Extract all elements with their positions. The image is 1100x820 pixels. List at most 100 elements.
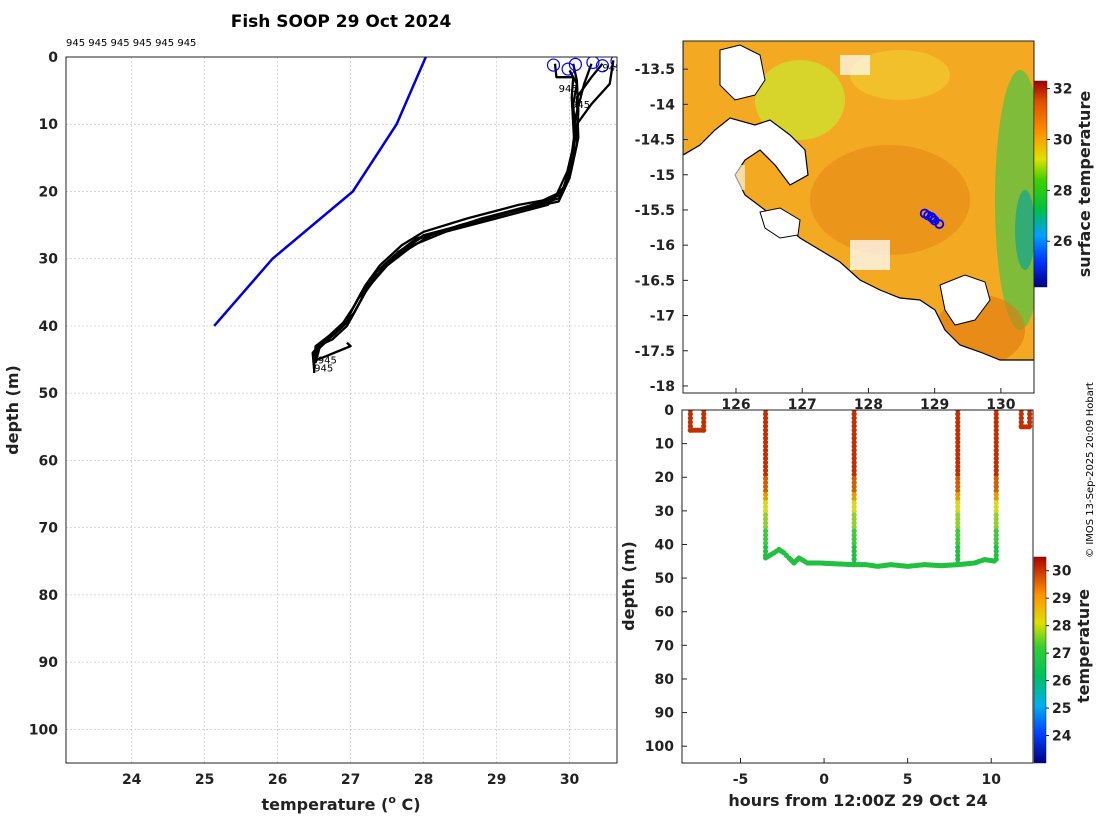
timeseries-cast-point bbox=[851, 512, 857, 518]
timeseries-cast-point bbox=[955, 463, 961, 470]
vessel-track bbox=[919, 208, 945, 229]
timeseries-cast-point bbox=[955, 447, 961, 453]
timeseries-cast-point bbox=[993, 427, 999, 433]
timeseries-cast-point bbox=[993, 415, 999, 421]
timeseries-cast-point bbox=[762, 467, 769, 474]
timeseries-cast-point bbox=[762, 431, 769, 437]
timeseries-cast-point bbox=[993, 443, 999, 449]
profile-start-marker bbox=[568, 57, 583, 71]
timeseries-cast-point bbox=[687, 419, 693, 425]
timeseries-cast-point bbox=[762, 512, 769, 518]
timeseries-axes-frame bbox=[681, 409, 1034, 764]
timeseries-cast-point bbox=[762, 548, 769, 554]
timeseries-cast-point bbox=[762, 500, 769, 506]
profile-inline-label: 945 bbox=[559, 84, 578, 95]
map-y-tick-label: -17 bbox=[650, 309, 675, 325]
timeseries-colorbar-tick-label: 24 bbox=[1052, 729, 1072, 745]
timeseries-cast-point bbox=[762, 508, 769, 514]
timeseries-cast-point bbox=[851, 431, 857, 437]
timeseries-cast-point bbox=[762, 480, 769, 486]
timeseries-y-tick-label: 70 bbox=[655, 638, 675, 654]
coastline bbox=[683, 41, 1034, 361]
profile-start-marker bbox=[595, 59, 610, 73]
timeseries-cast-point bbox=[762, 451, 769, 457]
sst-cool-patch bbox=[755, 60, 845, 140]
timeseries-cast-point bbox=[955, 520, 961, 526]
timeseries-cast-point bbox=[993, 540, 999, 546]
map-y-tick-label: -16 bbox=[650, 238, 675, 254]
profile-line bbox=[314, 60, 615, 364]
timeseries-cast-point bbox=[955, 548, 961, 554]
profile-x-label-superscript: o bbox=[388, 793, 396, 806]
profile-line bbox=[313, 63, 593, 364]
timeseries-cast-point bbox=[851, 480, 857, 486]
timeseries-cast-point bbox=[762, 488, 769, 494]
map-y-tick-label: -18 bbox=[650, 379, 675, 395]
timeseries-cast-point bbox=[1026, 424, 1032, 430]
profile-y-ticks: 0 10 20 30 40 50 60 70 80 90 100 bbox=[29, 50, 58, 738]
profile-y-tick-label: 60 bbox=[39, 453, 59, 469]
vessel-position-marker bbox=[927, 213, 938, 224]
profile-y-tick-label: 100 bbox=[29, 722, 58, 738]
timeseries-colorbar-tick-label: 25 bbox=[1052, 701, 1071, 717]
timeseries-cast-point bbox=[955, 411, 961, 417]
timeseries-cast-point bbox=[993, 524, 999, 530]
timeseries-x-tick-label: -5 bbox=[733, 772, 749, 788]
map-x-tick-label: 129 bbox=[920, 397, 949, 413]
timeseries-cast-point bbox=[701, 415, 707, 421]
timeseries-cast-point bbox=[762, 528, 769, 534]
profile-x-label-main: temperature ( bbox=[261, 795, 388, 814]
timeseries-y-tick-label: 50 bbox=[655, 571, 675, 587]
timeseries-cast-point bbox=[762, 496, 769, 502]
timeseries-x-tick-label: 10 bbox=[981, 772, 1001, 788]
timeseries-x-ticks: -5 0 5 10 bbox=[733, 758, 1001, 788]
land-mass bbox=[683, 41, 1034, 393]
timeseries-cast-point bbox=[851, 556, 857, 562]
timeseries-y-ticks: 0 10 20 30 40 50 60 70 80 90 100 bbox=[645, 403, 687, 755]
timeseries-y-tick-label: 80 bbox=[655, 672, 675, 688]
map-y-tick-label: -16.5 bbox=[635, 273, 675, 289]
map-colorbar-tick-label: 26 bbox=[1053, 234, 1072, 250]
timeseries-cast-point bbox=[955, 488, 961, 494]
timeseries-cast-point bbox=[955, 467, 961, 474]
profile-y-tick-label: 20 bbox=[39, 184, 59, 200]
timeseries-cast-point bbox=[851, 447, 857, 453]
profile-x-tick-label: 27 bbox=[341, 772, 360, 788]
timeseries-cast-point bbox=[955, 480, 961, 486]
timeseries-cast-point bbox=[851, 508, 857, 514]
timeseries-colorbar bbox=[1033, 556, 1047, 764]
timeseries-cast-point bbox=[955, 455, 961, 462]
profile-x-tick-label: 25 bbox=[195, 772, 214, 788]
timeseries-y-tick-label: 30 bbox=[655, 504, 675, 520]
map-y-tick-label: -17.5 bbox=[635, 344, 675, 360]
timeseries-cast-point bbox=[1018, 419, 1024, 425]
timeseries-y-tick-label: 100 bbox=[645, 739, 674, 755]
timeseries-cast-point bbox=[1027, 419, 1033, 425]
timeseries-cast-point bbox=[955, 500, 961, 506]
timeseries-cast-point bbox=[955, 508, 961, 514]
timeseries-panel: 0 10 20 30 40 50 60 70 80 90 100 -5 0 5 10 hours from… bbox=[619, 403, 1093, 810]
timeseries-cast-point bbox=[955, 528, 961, 534]
timeseries-cast-point bbox=[851, 411, 857, 417]
timeseries-cast-point bbox=[851, 536, 857, 542]
timeseries-cast-point bbox=[701, 411, 707, 417]
timeseries-cast-point bbox=[762, 463, 769, 470]
map-x-tick-label: 126 bbox=[721, 397, 750, 413]
profile-x-tick-label: 30 bbox=[560, 772, 580, 788]
profile-inline-label: 945 bbox=[318, 356, 337, 367]
timeseries-cast-point bbox=[993, 544, 999, 550]
timeseries-colorbar-tick-label: 29 bbox=[1052, 591, 1071, 607]
timeseries-cast-point bbox=[955, 524, 961, 530]
timeseries-cast-point bbox=[955, 459, 961, 466]
timeseries-cast-point bbox=[762, 532, 769, 538]
timeseries-colorbar-tick-label: 26 bbox=[1052, 674, 1071, 690]
profile-y-tick-label: 90 bbox=[39, 655, 59, 671]
timeseries-cast-point bbox=[851, 496, 857, 502]
timeseries-cast-point bbox=[955, 423, 961, 429]
timeseries-cast-point bbox=[851, 463, 857, 470]
map-y-tick-label: -14.5 bbox=[635, 133, 675, 149]
timeseries-cast-point bbox=[955, 536, 961, 542]
map-y-tick-label: -15 bbox=[650, 168, 675, 184]
